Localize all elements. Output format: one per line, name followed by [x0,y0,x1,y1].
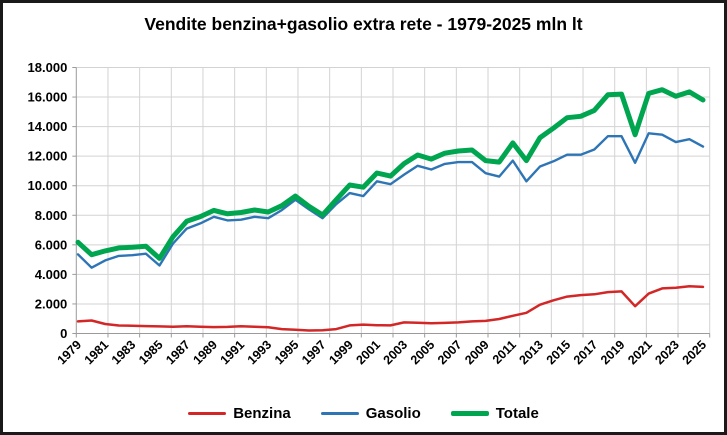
x-tick-label: 1985 [136,338,166,368]
y-tick-label: 10.000 [28,178,68,193]
y-tick-label: 14.000 [28,119,68,134]
gasolio-line-swatch-icon [320,412,359,415]
y-tick-label: 12.000 [28,149,68,164]
y-tick-label: 16.000 [28,90,68,105]
x-tick-label: 2011 [490,338,519,367]
x-tick-label: 1983 [109,338,139,368]
x-tick-label: 1995 [272,338,302,368]
legend-item-gasolio: Gasolio [320,405,421,422]
totale-line-swatch-icon [450,411,489,416]
y-tick-label: 8.000 [35,208,68,223]
legend-item-totale: Totale [450,405,539,422]
x-tick-label: 1993 [245,338,275,368]
x-tick-label: 2003 [381,338,411,368]
series-line-benzina [76,284,705,332]
x-tick-label: 2021 [625,338,655,368]
chart-title: Vendite benzina+gasolio extra rete - 197… [144,14,583,34]
legend-label-gasolio: Gasolio [365,405,421,422]
legend-label-benzina: Benzina [233,405,291,422]
chart-legend: Benzina Gasolio Totale [3,405,724,422]
x-tick-label: 2013 [517,338,547,368]
x-tick-label: 2015 [544,338,574,368]
x-tick-label: 2009 [462,338,492,368]
x-tick-label: 1981 [82,338,112,368]
x-tick-label: 2007 [435,338,465,368]
y-tick-label: 0 [60,326,67,341]
x-tick-label: 1987 [163,338,193,368]
y-tick-label: 18.000 [28,60,68,75]
x-tick-label: 1999 [326,338,356,368]
benzina-line-swatch-icon [188,412,227,415]
x-tick-label: 1997 [299,338,329,368]
x-tick-label: 1989 [190,338,220,368]
x-tick-label: 2023 [652,338,682,368]
y-tick-label: 6.000 [35,237,68,252]
x-tick-label: 1979 [55,338,85,368]
series-line-totale [75,87,706,261]
y-axis-labels: 0 2.000 4.000 6.000 8.000 10.000 12.000 14.000 1… [28,60,68,341]
y-tick-label: 4.000 [35,267,68,282]
x-tick-label: 2017 [571,338,601,368]
legend-label-totale: Totale [495,405,539,422]
gridlines [76,67,711,334]
x-axis-labels: 1979198119831985198719891991199319951997… [55,338,710,368]
series-line-gasolio [76,132,705,269]
chart-plot-area: 0 2.000 4.000 6.000 8.000 10.000 12.000 14.000 1… [28,60,711,368]
x-tick-label: 1991 [218,338,248,368]
axes [72,67,711,338]
x-tick-label: 2025 [680,338,710,368]
x-tick-label: 2019 [598,338,628,368]
legend-item-benzina: Benzina [188,405,291,422]
x-tick-label: 2005 [408,338,438,368]
x-tick-label: 2001 [353,338,383,368]
y-tick-label: 2.000 [35,296,68,311]
